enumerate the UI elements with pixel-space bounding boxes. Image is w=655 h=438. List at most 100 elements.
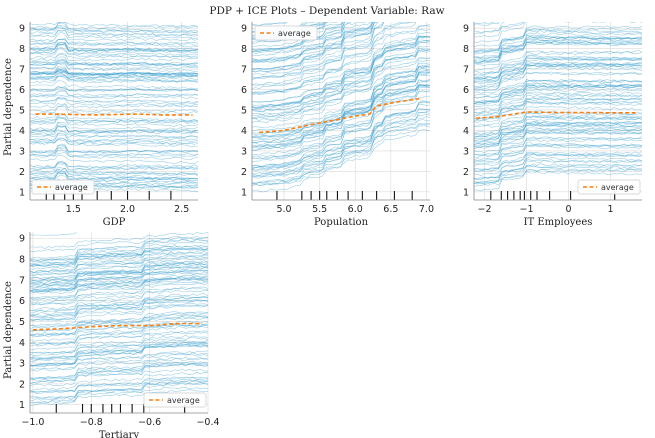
ytick-label-1: 2	[241, 167, 247, 178]
legend-label: average	[601, 183, 634, 192]
ice-line	[474, 66, 642, 81]
ice-line	[30, 371, 208, 391]
xtick-label-2: 2.5	[174, 204, 189, 215]
ice-line	[474, 165, 642, 184]
pdp-average-line	[476, 111, 636, 119]
ice-line	[30, 262, 208, 288]
ice-line	[30, 376, 208, 393]
xtick-label-2: −0.6	[138, 417, 161, 428]
ice-line	[30, 103, 198, 113]
ice-line	[252, 65, 430, 148]
ytick-label-7: 8	[463, 44, 469, 55]
ice-line	[252, 22, 372, 51]
xtick-label-0: 1.5	[66, 204, 81, 215]
legend-box	[254, 25, 318, 41]
ice-line	[252, 22, 379, 76]
ice-line	[30, 80, 198, 90]
ice-line	[474, 156, 642, 177]
ice-line	[30, 282, 208, 305]
ytick-label-4: 5	[463, 105, 469, 116]
legend: average	[31, 179, 95, 195]
ice-line	[252, 22, 288, 27]
x-axis-label: IT Employees	[524, 217, 593, 228]
ytick-label-3: 4	[19, 126, 25, 137]
ice-line	[30, 30, 198, 37]
ice-line	[30, 277, 208, 292]
ice-line	[30, 257, 208, 280]
ice-line	[474, 152, 642, 172]
ice-line	[474, 124, 642, 140]
legend-box	[577, 179, 641, 195]
ice-line	[474, 131, 642, 146]
ice-line	[30, 73, 198, 83]
ice-line	[252, 22, 352, 64]
legend-label: average	[55, 183, 88, 192]
ice-line	[30, 330, 208, 345]
ice-line	[30, 96, 198, 104]
ice-line	[252, 39, 430, 111]
ice-line	[30, 295, 208, 311]
ice-line	[30, 154, 198, 165]
ytick-label-6: 7	[19, 65, 25, 76]
ice-line	[252, 69, 430, 156]
ice-line	[252, 24, 430, 95]
ytick-label-1: 2	[463, 167, 469, 178]
ice-line	[30, 352, 208, 367]
ice-line	[474, 36, 642, 53]
ylabel-top-row: Partial dependence	[3, 58, 14, 156]
ice-line	[474, 100, 642, 124]
legend-box	[143, 392, 207, 408]
figure-title: PDP + ICE Plots – Dependent Variable: Ra…	[209, 5, 444, 17]
ice-line	[30, 382, 208, 406]
ice-line	[30, 97, 198, 105]
ice-line	[474, 123, 642, 141]
ice-line	[30, 116, 198, 128]
ylabel-bottom-row: Partial dependence	[3, 281, 14, 379]
ice-line	[30, 166, 198, 177]
ytick-label-5: 6	[19, 85, 25, 96]
ice-line	[474, 58, 642, 83]
ice-line	[30, 251, 208, 267]
ice-line	[30, 232, 77, 236]
ice-line	[30, 138, 198, 148]
ice-line	[474, 86, 642, 105]
ice-line	[30, 247, 208, 263]
ytick-label-6: 7	[241, 65, 247, 76]
ice-line	[474, 55, 642, 77]
ice-line	[252, 35, 430, 107]
xtick-label-3: −0.4	[196, 417, 219, 428]
xtick-label-1: −0.8	[80, 417, 103, 428]
ice-line	[30, 161, 198, 169]
ice-line	[474, 42, 642, 64]
ice-line	[30, 237, 208, 262]
ice-line	[30, 56, 198, 66]
ice-line	[474, 97, 642, 118]
ice-line	[30, 354, 208, 370]
ytick-label-1: 2	[19, 167, 25, 178]
ice-line	[474, 96, 642, 114]
xtick-label-0: 5.0	[276, 204, 291, 215]
ytick-label-8: 9	[241, 24, 247, 35]
ice-line	[474, 62, 642, 79]
ice-line	[252, 22, 385, 86]
ytick-label-5: 6	[241, 85, 247, 96]
pdp-average-line	[259, 97, 420, 134]
ice-line	[30, 87, 198, 92]
ice-line	[252, 22, 411, 94]
ice-line	[252, 116, 430, 185]
ice-line	[30, 320, 208, 338]
ytick-label-3: 4	[19, 338, 25, 349]
ice-line	[30, 171, 198, 184]
ice-line	[30, 251, 208, 273]
legend: average	[143, 392, 207, 408]
ice-line	[252, 22, 344, 52]
ice-line	[30, 315, 208, 328]
ice-line	[252, 84, 430, 135]
ice-line	[30, 253, 208, 277]
ice-line	[474, 71, 642, 88]
ice-line	[252, 67, 430, 131]
ice-line	[474, 64, 642, 90]
ice-line	[30, 72, 198, 80]
ice-line	[30, 293, 208, 317]
xtick-label-2: 0	[565, 204, 571, 215]
